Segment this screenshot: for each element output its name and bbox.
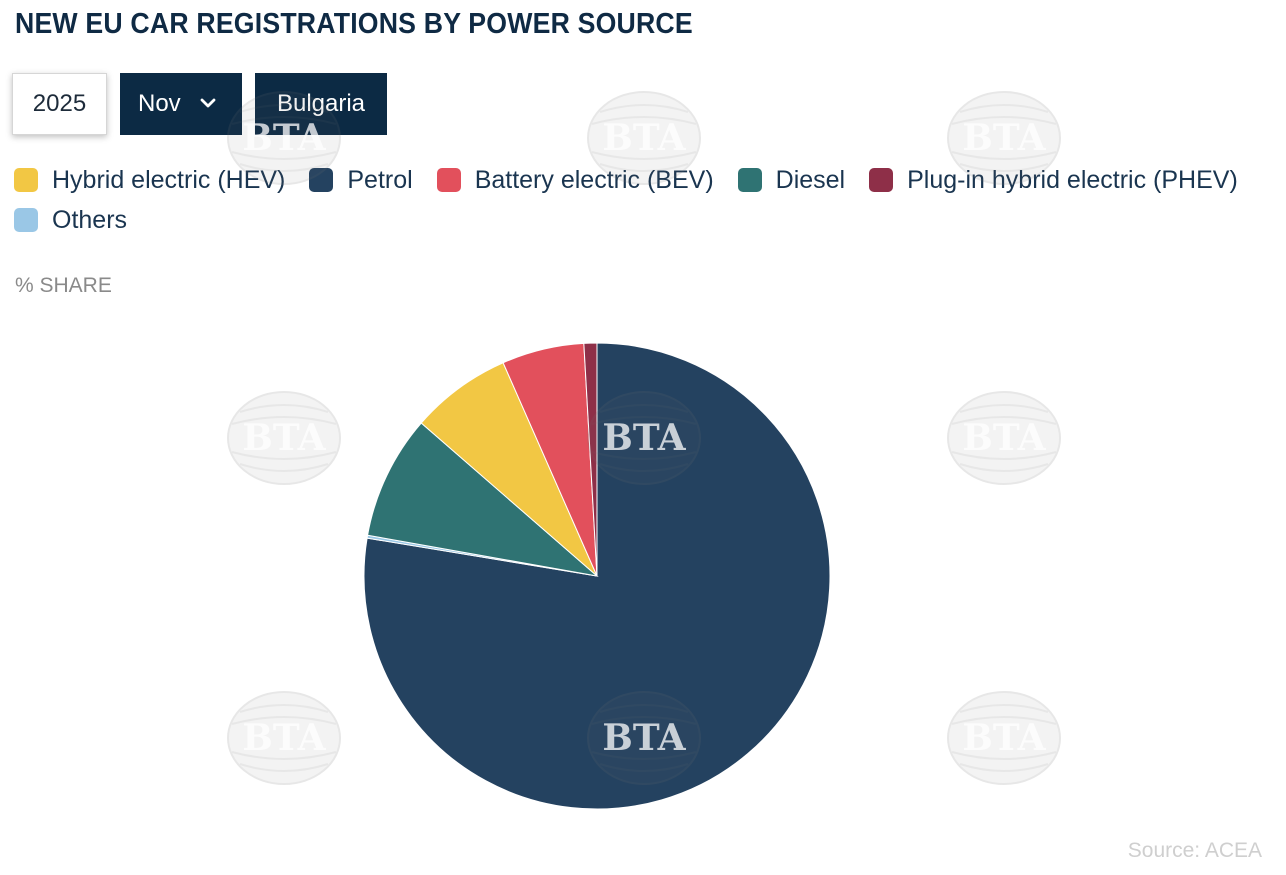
legend-swatch	[14, 168, 38, 192]
legend-swatch	[309, 168, 334, 192]
country-value: Bulgaria	[276, 90, 366, 117]
legend-item-battery-electric-bev[interactable]: Battery electric (BEV)	[436, 165, 714, 194]
legend-swatch	[869, 168, 894, 192]
unit-label: % SHARE	[15, 274, 112, 297]
legend-item-plug-in-hybrid-electric-phev[interactable]: Plug-in hybrid electric (PHEV)	[869, 165, 1238, 194]
legend-label: Others	[52, 205, 128, 234]
pie-slice-hybrid-electric-hev[interactable]	[420, 362, 598, 577]
month-value: Nov	[138, 90, 181, 117]
legend-item-others[interactable]: Others	[14, 205, 128, 234]
legend-swatch	[436, 168, 461, 192]
source-note: Source: ACEA	[1127, 839, 1262, 862]
legend-item-hybrid-electric-hev[interactable]: Hybrid electric (HEV)	[14, 165, 286, 194]
legend-label: Diesel	[775, 165, 846, 194]
year-value: 2025	[32, 90, 87, 117]
month-dropdown[interactable]: Nov	[120, 73, 242, 135]
legend-swatch	[737, 168, 762, 192]
legend-label: Hybrid electric (HEV)	[52, 165, 286, 194]
legend-item-petrol[interactable]: Petrol	[309, 165, 413, 194]
country-selector[interactable]: Bulgaria	[255, 73, 387, 135]
legend-label: Battery electric (BEV)	[474, 165, 714, 194]
chart-legend: Hybrid electric (HEV) Petrol Battery elect…	[14, 165, 1274, 234]
legend-label: Petrol	[347, 165, 413, 194]
legend-item-diesel[interactable]: Diesel	[737, 165, 846, 194]
year-selector[interactable]: 2025	[12, 73, 107, 135]
pie-slice-plug-in-hybrid-electric-phev[interactable]	[583, 342, 598, 577]
chevron-down-icon	[200, 98, 216, 108]
legend-label: Plug-in hybrid electric (PHEV)	[907, 165, 1238, 194]
chart-title: NEW EU CAR REGISTRATIONS BY POWER SOURCE	[15, 8, 693, 40]
legend-swatch	[14, 208, 38, 232]
pie-slice-diesel[interactable]	[367, 422, 599, 577]
